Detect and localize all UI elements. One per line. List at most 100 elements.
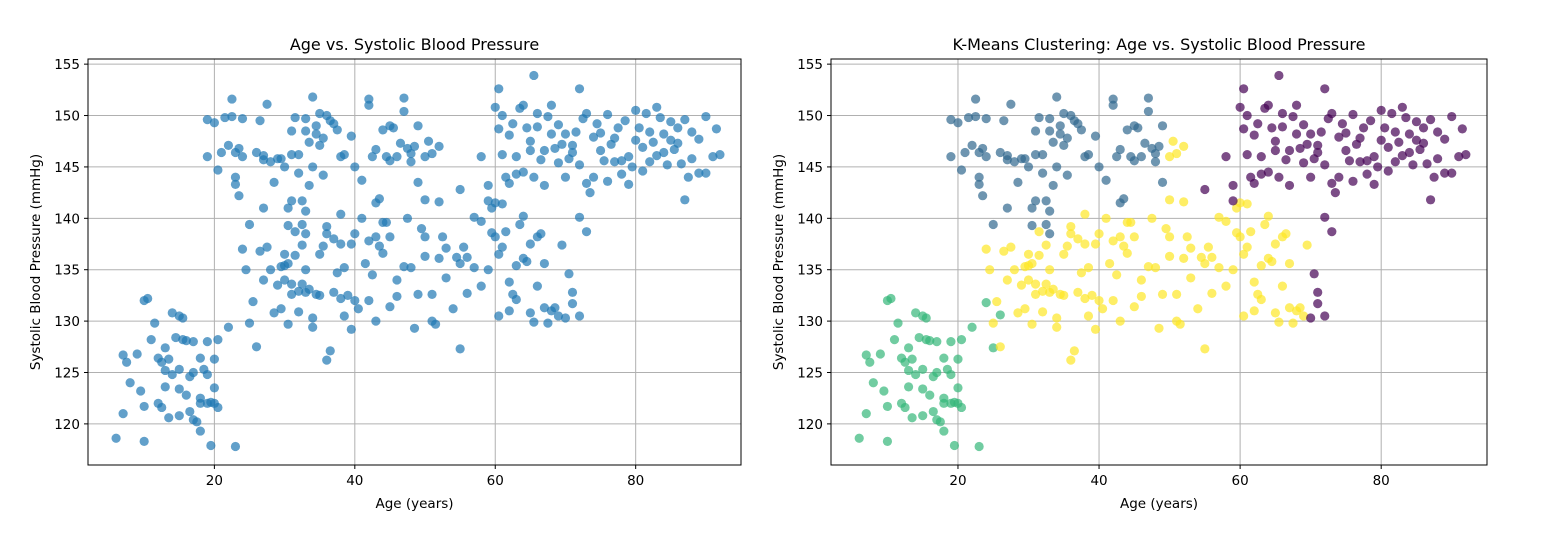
data-point xyxy=(1048,137,1058,147)
data-point xyxy=(627,162,637,172)
data-point xyxy=(378,125,388,135)
data-point xyxy=(1052,162,1062,172)
data-point xyxy=(543,318,553,328)
data-point xyxy=(322,355,332,365)
data-point xyxy=(111,433,121,443)
data-point xyxy=(1041,196,1051,206)
data-point xyxy=(1200,258,1210,269)
data-point xyxy=(1080,293,1090,304)
data-point xyxy=(1309,269,1319,279)
data-point xyxy=(511,260,521,271)
data-point xyxy=(574,311,585,321)
data-point xyxy=(617,156,627,166)
data-point xyxy=(192,417,202,427)
data-point xyxy=(536,229,546,239)
data-point xyxy=(1447,111,1457,122)
data-point xyxy=(1235,198,1245,208)
data-point xyxy=(1306,172,1316,182)
data-point xyxy=(1263,211,1273,221)
data-point xyxy=(715,149,725,160)
data-point xyxy=(1418,138,1429,148)
data-point xyxy=(385,232,395,242)
data-point xyxy=(511,294,521,305)
data-point xyxy=(1401,112,1411,123)
data-point xyxy=(557,139,567,149)
data-point xyxy=(974,179,984,189)
data-point xyxy=(276,154,286,164)
data-point xyxy=(1313,147,1323,158)
data-point xyxy=(223,140,234,150)
data-point xyxy=(1059,290,1069,301)
data-point xyxy=(230,441,241,452)
data-point xyxy=(518,167,528,177)
data-point xyxy=(886,293,896,304)
data-point xyxy=(1157,177,1168,187)
data-point xyxy=(202,337,212,347)
data-point xyxy=(1073,287,1083,297)
data-point xyxy=(992,296,1002,307)
data-point xyxy=(1299,311,1309,321)
data-point xyxy=(1214,212,1224,222)
data-point xyxy=(553,158,564,168)
data-point xyxy=(504,306,514,316)
data-point xyxy=(1373,162,1383,172)
data-point xyxy=(322,221,332,232)
data-point xyxy=(581,178,592,188)
data-point xyxy=(294,307,304,317)
points xyxy=(111,70,725,452)
data-point xyxy=(529,317,539,327)
data-point xyxy=(1362,169,1372,179)
data-point xyxy=(1249,178,1259,188)
data-point xyxy=(918,384,928,394)
data-point xyxy=(364,295,374,306)
data-point xyxy=(694,134,704,144)
x-tick-label: 60 xyxy=(487,473,504,489)
data-point xyxy=(1175,319,1185,329)
data-point xyxy=(1270,136,1280,146)
data-point xyxy=(1457,124,1467,134)
data-point xyxy=(1203,242,1213,252)
data-point xyxy=(297,196,307,206)
data-point xyxy=(1090,239,1101,249)
data-point xyxy=(1341,128,1351,138)
data-point xyxy=(1397,151,1407,161)
data-point xyxy=(297,240,307,250)
data-point xyxy=(911,369,921,380)
data-point xyxy=(946,152,956,162)
data-point xyxy=(1334,132,1344,142)
data-point xyxy=(939,426,949,436)
data-point xyxy=(420,152,430,162)
data-point xyxy=(1344,156,1355,166)
data-point xyxy=(1186,273,1196,283)
data-point xyxy=(539,145,549,156)
data-point xyxy=(995,147,1005,158)
data-point xyxy=(1320,84,1330,94)
data-point xyxy=(1122,125,1132,135)
data-point xyxy=(1038,286,1048,296)
data-point xyxy=(946,337,956,347)
data-point xyxy=(602,176,613,186)
data-point xyxy=(244,318,255,328)
data-point xyxy=(202,115,212,125)
data-point xyxy=(494,249,504,259)
data-point xyxy=(1411,117,1422,127)
data-point xyxy=(659,147,669,158)
data-point xyxy=(1090,324,1101,334)
data-point xyxy=(304,137,314,147)
data-point xyxy=(1168,136,1178,146)
data-point xyxy=(174,411,184,421)
data-point xyxy=(907,354,917,364)
data-point xyxy=(1306,129,1316,139)
data-point xyxy=(227,111,237,122)
data-point xyxy=(360,258,370,269)
data-point xyxy=(988,219,998,230)
data-point xyxy=(157,402,167,413)
data-point xyxy=(157,357,167,367)
data-point xyxy=(216,147,227,158)
data-point xyxy=(1154,141,1164,151)
data-point xyxy=(1048,180,1058,191)
data-point xyxy=(1299,120,1309,130)
data-point xyxy=(1440,134,1450,144)
data-point xyxy=(490,198,500,208)
data-point xyxy=(1291,129,1302,139)
